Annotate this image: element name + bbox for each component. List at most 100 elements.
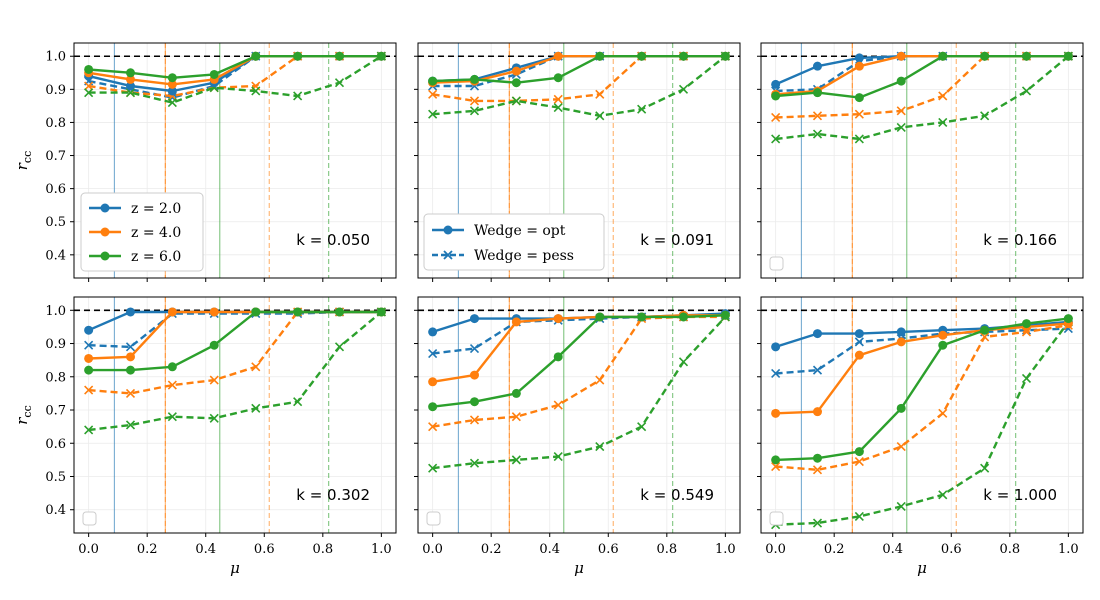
data-point-circle xyxy=(938,51,948,61)
y-tick-label: 0.4 xyxy=(45,248,66,263)
panel-k0.166: k = 0.166 xyxy=(757,42,1084,282)
panels-group: 0.4 0.5 0.6 0.7 0.8 0.9 1.0 rcc k = 0.050 k = 0.0… xyxy=(13,42,1084,577)
data-point-circle xyxy=(84,353,94,363)
data-point-cross xyxy=(84,88,94,98)
data-point-cross xyxy=(84,81,94,91)
data-point-cross xyxy=(896,442,906,452)
x-tick-label: 0.4 xyxy=(882,542,903,557)
y-tick-label: 0.7 xyxy=(45,149,66,164)
x-axis-label: μ xyxy=(574,559,584,577)
x-tick-label: 0.0 xyxy=(765,542,786,557)
data-point-cross xyxy=(511,96,521,106)
data-point-circle xyxy=(209,340,219,350)
data-point-cross xyxy=(854,511,864,521)
series-line-opt xyxy=(775,55,1069,86)
y-tick-label: 0.8 xyxy=(45,116,66,131)
legend-marker-z2 xyxy=(100,203,110,213)
data-point-cross xyxy=(293,91,303,101)
data-point-circle xyxy=(125,352,135,362)
data-point-cross xyxy=(251,86,261,96)
y-tick-label: 0.6 xyxy=(45,182,66,197)
data-point-cross xyxy=(209,375,219,385)
data-point-cross xyxy=(595,111,605,121)
data-point-cross xyxy=(209,413,219,423)
data-point-cross xyxy=(511,412,521,422)
data-point-cross xyxy=(334,342,345,352)
data-point-cross xyxy=(938,117,948,128)
data-point-cross xyxy=(334,78,345,88)
data-point-cross xyxy=(167,412,177,422)
series-line-pess xyxy=(775,55,1069,93)
panel-k-label: k = 0.091 xyxy=(640,231,714,249)
data-point-circle xyxy=(335,51,345,61)
series-line-pess xyxy=(432,55,727,118)
data-point-circle xyxy=(896,403,906,413)
data-point-cross xyxy=(771,134,781,144)
data-point-cross xyxy=(980,111,990,121)
data-point-circle xyxy=(812,329,822,339)
y-tick-label: 0.6 xyxy=(45,437,66,452)
data-point-cross xyxy=(771,461,781,472)
x-tick-label: 0.4 xyxy=(539,542,560,557)
series-line-pess xyxy=(432,316,727,470)
data-point-cross xyxy=(595,89,605,99)
x-tick-label: 1.0 xyxy=(1058,542,1079,557)
axes-frame xyxy=(760,42,1084,279)
data-point-circle xyxy=(511,317,521,327)
data-point-circle xyxy=(595,312,605,322)
x-tick-label: 0.8 xyxy=(312,542,333,557)
data-point-circle xyxy=(980,51,990,61)
data-point-cross xyxy=(511,455,521,465)
data-point-circle xyxy=(896,327,906,337)
data-point-circle xyxy=(511,388,521,398)
data-point-cross xyxy=(854,109,864,119)
x-tick-label: 1.0 xyxy=(371,542,392,557)
data-point-cross xyxy=(84,385,94,395)
data-point-circle xyxy=(553,73,563,83)
data-point-circle xyxy=(1022,51,1032,61)
x-axis-label: μ xyxy=(230,559,240,577)
x-tick-label: 0.2 xyxy=(824,542,845,557)
data-point-cross xyxy=(980,332,990,342)
data-point-circle xyxy=(428,377,438,387)
data-point-circle xyxy=(771,408,781,418)
data-point-cross xyxy=(428,109,438,119)
legend-redshift-frame xyxy=(80,192,204,272)
data-point-circle xyxy=(854,350,864,360)
data-point-circle xyxy=(720,310,730,320)
data-point-circle xyxy=(854,93,864,103)
data-point-cross xyxy=(469,106,480,116)
data-point-circle xyxy=(469,370,479,380)
data-point-circle xyxy=(553,51,563,61)
data-point-circle xyxy=(720,51,730,61)
data-point-circle xyxy=(469,74,479,84)
legend-label-z6: z = 6.0 xyxy=(131,249,181,265)
series-line-opt xyxy=(775,55,1069,99)
series-line-pess xyxy=(88,55,383,104)
data-point-cross xyxy=(812,111,823,121)
legend-marker-opt xyxy=(443,225,453,235)
data-point-cross xyxy=(854,456,864,467)
data-point-circle xyxy=(469,314,479,324)
x-tick-label: 0.0 xyxy=(422,542,443,557)
data-point-cross xyxy=(595,442,605,452)
data-point-circle xyxy=(1063,314,1073,324)
data-point-circle xyxy=(637,312,647,322)
data-point-circle xyxy=(679,312,689,322)
series-line-pess xyxy=(432,55,726,88)
series-line-pess xyxy=(775,327,1069,375)
data-point-cross xyxy=(428,422,438,432)
axes-frame xyxy=(73,296,397,534)
data-point-cross xyxy=(84,340,94,350)
axes-frame xyxy=(760,296,1084,534)
panel-k-label: k = 0.549 xyxy=(640,486,714,504)
data-point-cross xyxy=(980,463,990,473)
data-point-cross xyxy=(167,380,177,390)
data-point-cross xyxy=(854,337,864,347)
series-line-opt xyxy=(432,314,726,408)
data-point-cross xyxy=(938,91,948,101)
data-point-circle xyxy=(1022,319,1032,329)
data-point-circle xyxy=(125,81,135,91)
data-point-cross xyxy=(428,89,438,99)
data-point-cross xyxy=(167,98,177,108)
